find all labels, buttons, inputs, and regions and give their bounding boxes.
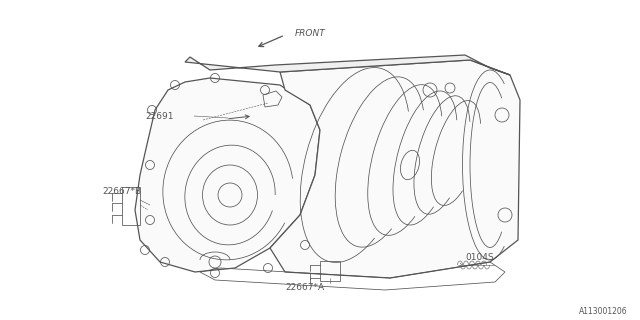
Text: 22667*B: 22667*B: [102, 188, 141, 196]
Polygon shape: [135, 78, 320, 272]
Text: 22667*A: 22667*A: [285, 283, 324, 292]
Text: FRONT: FRONT: [295, 28, 326, 37]
Text: A113001206: A113001206: [579, 308, 628, 316]
Text: 22691: 22691: [145, 111, 173, 121]
Polygon shape: [270, 60, 520, 278]
Polygon shape: [185, 55, 510, 75]
Text: 0104S: 0104S: [465, 253, 493, 262]
